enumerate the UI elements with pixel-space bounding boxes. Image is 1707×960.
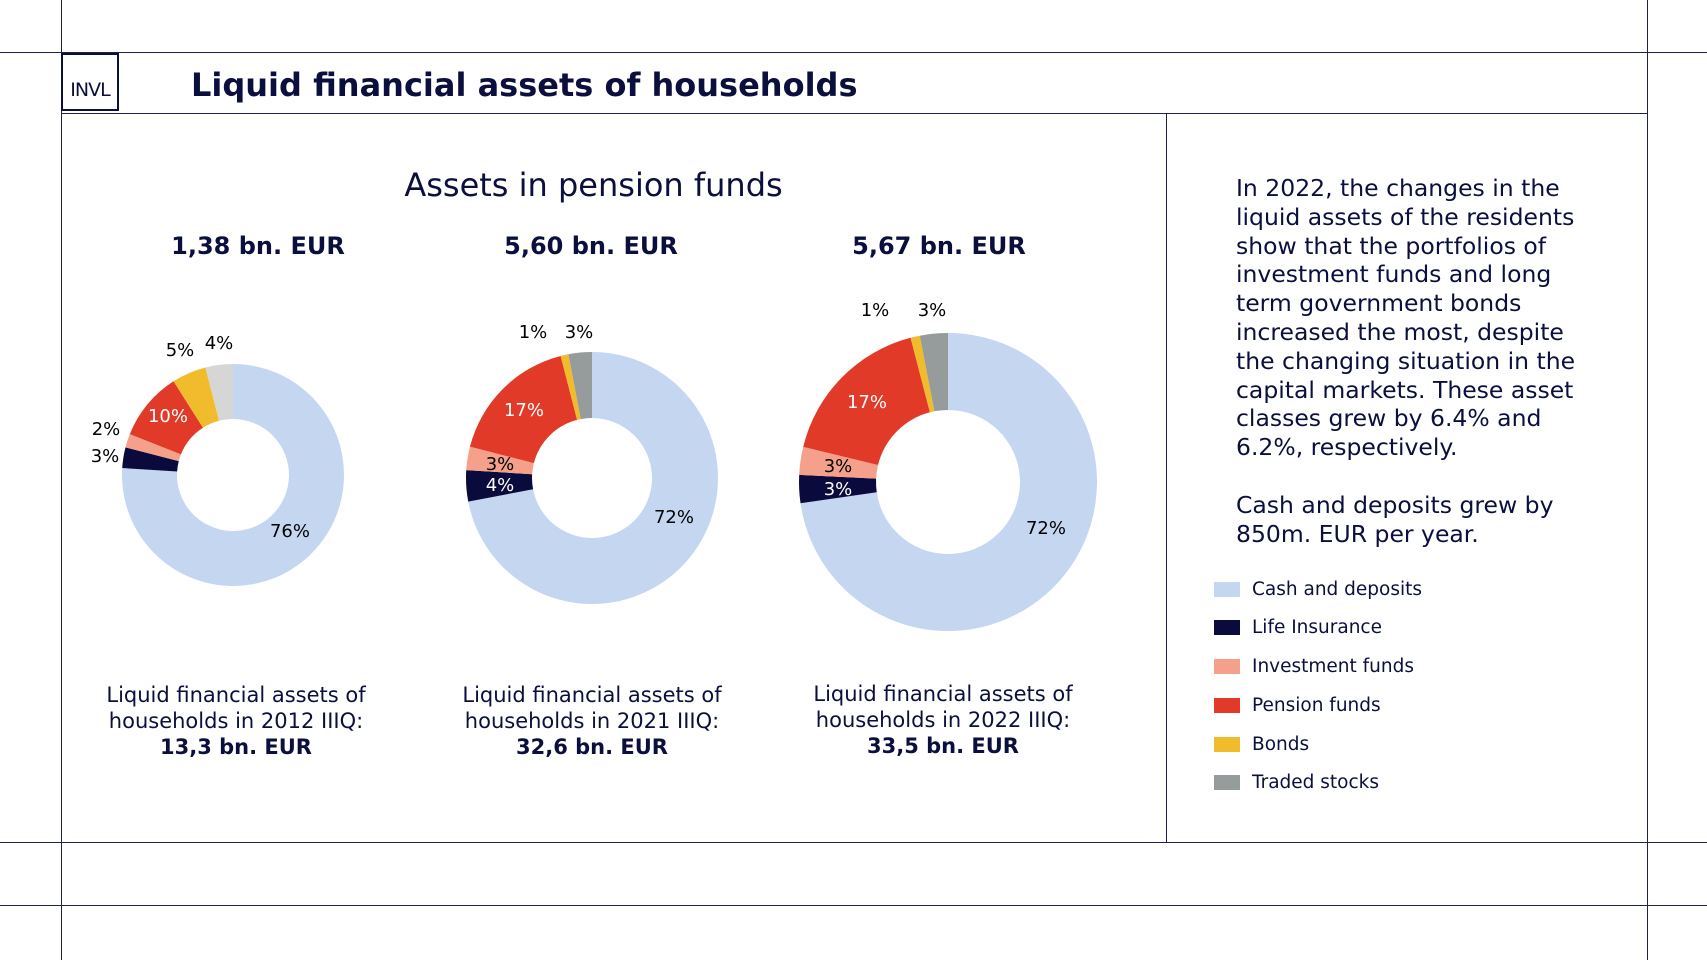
chart-3-label-investment-funds: 3% [824,456,853,477]
chart-2-slice-cash [468,352,718,604]
chart-2-label-traded-stocks: 3% [565,322,594,343]
chart-3-caption-line-2: households in 2022 IIIQ: [815,708,1071,732]
chart-1-slice-cash [122,364,345,586]
chart-2-slice-life-insurance [466,470,534,502]
legend-label-investment-funds: Investment funds [1252,655,1415,677]
chart-1-caption-line-1: Liquid financial assets of [106,683,366,707]
chart-1-total: 1,38 bn. EUR [171,232,345,260]
chart-3-slice-investment-funds [799,446,879,479]
chart-2-slice-bonds [560,354,581,420]
legend-item-cash: Cash and deposits [1214,578,1422,600]
frame-line-footer-bottom [0,905,1707,906]
chart-3-label-bonds: 1% [861,300,890,321]
chart-3-slice-cash [800,333,1098,631]
chart-1-slice-life-insurance [122,447,179,472]
frame-line-top [0,52,1707,53]
chart-3-slice-pension-funds [803,337,930,466]
page-title: Liquid financial assets of households [191,66,858,104]
legend-label-pension-funds: Pension funds [1252,694,1381,716]
legend-label-bonds: Bonds [1252,733,1310,755]
chart-2-caption-line-1: Liquid financial assets of [462,683,722,707]
legend-swatch-traded-stocks [1214,774,1240,790]
frame-line-left [61,0,62,960]
chart-1-label-bonds: 5% [166,340,195,361]
chart-heading: Assets in pension funds [404,166,783,204]
legend-label-traded-stocks: Traded stocks [1252,771,1380,793]
chart-3-caption-total: 33,5 bn. EUR [867,734,1019,758]
legend-item-life-insurance: Life Insurance [1214,616,1382,638]
chart-2-label-life-insurance: 4% [486,475,515,496]
chart-3-slice-traded-stocks [919,333,948,412]
frame-line-right [1647,0,1648,960]
chart-1-slice-pension-funds [129,381,203,455]
chart-3-label-life-insurance: 3% [824,479,853,500]
chart-1-label-traded-stocks: 4% [205,333,234,354]
legend-swatch-investment-funds [1214,658,1240,674]
chart-2-label-cash: 72% [654,507,694,528]
commentary-paragraph-2: Cash and deposits grew by 850m. EUR per … [1236,490,1554,548]
chart-3-label-pension-funds: 17% [847,392,887,413]
legend-swatch-pension-funds [1214,697,1240,713]
legend-item-pension-funds: Pension funds [1214,694,1381,716]
chart-2-caption-total: 32,6 bn. EUR [516,735,668,759]
chart-1-caption: Liquid financial assets of households in… [86,682,386,760]
legend-label-life-insurance: Life Insurance [1252,616,1382,638]
chart-2-slice-pension-funds [469,355,578,464]
chart-2-label-investment-funds: 3% [486,454,515,475]
chart-3-caption-line-1: Liquid financial assets of [813,682,1073,706]
legend-swatch-bonds [1214,736,1240,752]
chart-1-caption-total: 13,3 bn. EUR [160,735,312,759]
chart-3-total: 5,67 bn. EUR [852,232,1026,260]
chart-2-caption: Liquid financial assets of households in… [442,682,742,760]
legend-label-cash: Cash and deposits [1252,578,1423,600]
chart-3-slice-life-insurance [799,474,877,504]
frame-line-column-divider [1166,113,1167,842]
chart-1-caption-line-2: households in 2012 IIIQ: [108,709,364,733]
chart-2-total: 5,60 bn. EUR [504,232,678,260]
legend-swatch-life-insurance [1214,619,1240,635]
legend-item-traded-stocks: Traded stocks [1214,771,1379,793]
legend-item-bonds: Bonds [1214,733,1309,755]
commentary-paragraph-1: In 2022, the changes in the liquid asset… [1236,174,1576,462]
chart-1-slice-traded-stocks [205,364,233,421]
chart-2-caption-line-2: households in 2021 IIIQ: [464,709,720,733]
chart-1-label-investment-funds: 2% [92,419,121,440]
legend-swatch-cash [1214,581,1240,597]
chart-3-label-cash: 72% [1026,518,1066,539]
commentary: In 2022, the changes in the liquid asset… [1236,174,1596,578]
chart-3-label-traded-stocks: 3% [918,300,947,321]
chart-2-label-pension-funds: 17% [504,400,544,421]
chart-1-label-pension-funds: 10% [148,406,188,427]
frame-line-header-bottom [61,113,1648,114]
chart-3-caption: Liquid financial assets of households in… [793,681,1093,759]
chart-2-label-bonds: 1% [519,322,548,343]
chart-2-slice-traded-stocks [568,352,592,420]
chart-1-label-life-insurance: 3% [91,446,120,467]
frame-line-content-bottom [0,842,1707,843]
company-logo: INVL [61,53,119,111]
chart-1-slice-investment-funds [125,434,181,462]
legend-item-investment-funds: Investment funds [1214,655,1414,677]
chart-1-slice-bonds [173,367,220,428]
chart-3-slice-bonds [910,335,935,413]
chart-1-label-cash: 76% [270,521,310,542]
chart-2-slice-investment-funds [466,446,534,475]
